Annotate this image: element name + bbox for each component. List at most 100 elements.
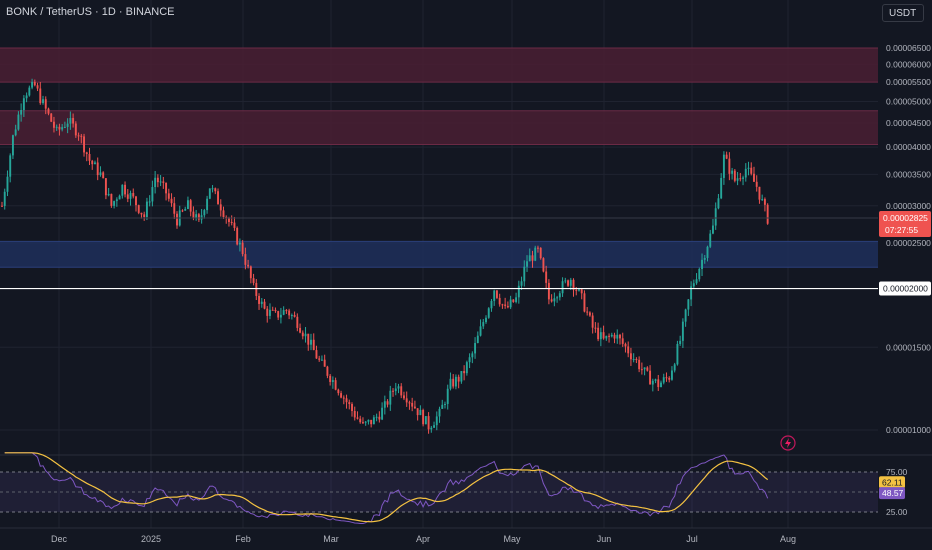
candle-body (545, 271, 548, 283)
candle-body (197, 214, 200, 220)
candle-body (411, 402, 414, 407)
time-axis[interactable]: Dec 2025 Feb Mar Apr May Jun Jul Aug (0, 527, 932, 544)
candle-body (206, 198, 209, 211)
candle-body (383, 401, 386, 408)
time-tick-label: Aug (780, 534, 796, 544)
candle-body (670, 370, 673, 380)
candle-body (340, 393, 343, 398)
candle-body (422, 409, 425, 425)
candle-body (304, 333, 307, 337)
candle-body (747, 167, 750, 169)
price-axis[interactable]: 0.00006500 0.00006000 0.00005500 0.00005000… (879, 43, 931, 435)
candle-body (299, 327, 302, 333)
candle-body (260, 301, 263, 304)
candle-body (572, 279, 575, 290)
candle-body (110, 193, 113, 206)
candle-body (651, 380, 654, 385)
candle-body (170, 198, 173, 204)
rsi-ma-label: 62.11 (882, 477, 903, 487)
candle-body (293, 315, 296, 317)
currency-button[interactable]: USDT (882, 4, 924, 22)
candle-body (605, 335, 608, 339)
candle-body (351, 404, 353, 411)
candle-body (495, 290, 498, 298)
candle-body (345, 398, 348, 403)
candle-body (755, 181, 758, 187)
candle-body (228, 218, 230, 223)
candle-body (58, 126, 61, 130)
candle-body (698, 268, 701, 280)
candle-body (695, 279, 698, 284)
candle-body (621, 338, 624, 344)
price-tick-label: 0.00003000 (886, 201, 931, 211)
candle-body (714, 208, 717, 226)
candle-body (561, 281, 564, 294)
candle-body (441, 404, 444, 409)
candle-body (567, 280, 569, 286)
candle-body (307, 333, 310, 345)
candle-body (3, 191, 6, 206)
candle-body (408, 402, 411, 404)
time-tick-label: Dec (51, 534, 68, 544)
candle-body (717, 198, 720, 209)
candle-body (657, 379, 660, 388)
candle-body (444, 403, 446, 405)
candle-body (381, 407, 384, 420)
candle-body (361, 422, 364, 424)
candle-body (528, 255, 531, 262)
candle-body (217, 191, 219, 205)
candle-body (460, 371, 463, 382)
candle-body (162, 181, 165, 183)
candle-body (236, 227, 239, 245)
candle-body (433, 425, 436, 428)
candle-body (736, 178, 739, 181)
price-tick-label: 0.00005500 (886, 77, 931, 87)
lightning-alert-icon[interactable] (780, 435, 796, 451)
candle-body (424, 416, 427, 425)
candle-body (115, 199, 118, 202)
candle-body (733, 170, 736, 181)
candle-body (22, 98, 25, 111)
candle-body (512, 299, 515, 302)
candle-body (731, 170, 734, 174)
candle-body (337, 389, 340, 394)
candle-body (435, 416, 438, 426)
price-tick-label: 0.00003500 (886, 169, 931, 179)
candle-body (318, 358, 321, 360)
candle-body (137, 205, 140, 213)
candle-body (154, 177, 157, 188)
time-tick-label: Apr (416, 534, 430, 544)
price-zones (0, 47, 878, 268)
candle-body (449, 378, 452, 389)
current-price-label: 0.00002825 (883, 213, 928, 223)
candle-body (531, 255, 534, 261)
candle-body (627, 346, 630, 354)
candle-body (457, 376, 460, 382)
candle-body (534, 247, 537, 261)
price-tick-label: 0.00001000 (886, 425, 931, 435)
candle-body (173, 203, 176, 214)
candle-body (156, 177, 159, 183)
candle-body (247, 264, 250, 267)
candle-body (392, 390, 394, 392)
candle-body (266, 308, 269, 316)
candle-body (487, 308, 490, 318)
candle-body (498, 297, 501, 305)
price-tick-label: 0.00002500 (886, 238, 931, 248)
candle-body (474, 343, 477, 354)
candle-body (629, 353, 632, 360)
horizontal-level-line[interactable] (0, 217, 878, 290)
candle-body (135, 196, 137, 206)
candle-body (74, 123, 77, 136)
candle-body (329, 375, 332, 382)
candle-body (616, 334, 619, 339)
symbol-title[interactable]: BONK / TetherUS · 1D · BINANCE (6, 6, 175, 18)
candle-body (63, 126, 66, 128)
candle-body (165, 182, 168, 194)
candle-body (413, 406, 416, 409)
candle-body (189, 200, 192, 212)
candle-body (118, 195, 121, 200)
candle-body (132, 193, 135, 197)
